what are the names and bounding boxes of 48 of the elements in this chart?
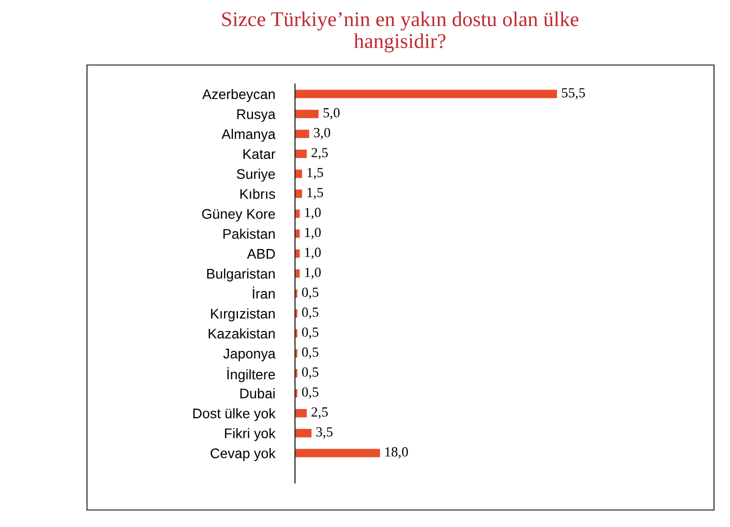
- y-tick-label: Dubai: [240, 388, 275, 398]
- data-label: 0,5: [302, 288, 318, 299]
- bar: [295, 428, 312, 438]
- bar: [295, 190, 302, 198]
- data-label: 1,0: [305, 228, 321, 240]
- y-tick-label: Dost ülke yok: [193, 408, 276, 422]
- chart-title: Sizce Türkiye’nin en yakın dostu olan ülke hangisidir?: [222, 12, 578, 52]
- data-label: 2,5: [312, 148, 328, 160]
- data-label: 18,0: [385, 447, 408, 459]
- data-label: 3,0: [314, 128, 330, 140]
- y-tick-label: Fikri yok: [225, 428, 276, 442]
- data-label: 5,0: [324, 108, 340, 120]
- bar: [295, 408, 307, 418]
- data-label: 1,0: [305, 248, 321, 260]
- bar: [295, 130, 310, 138]
- bar: [295, 110, 319, 118]
- data-label: 1,0: [305, 268, 321, 279]
- data-label: 2,5: [312, 407, 328, 419]
- data-label: 0,5: [302, 347, 318, 359]
- y-tick-label: Cevap yok: [210, 448, 276, 461]
- y-tick-label: İran: [252, 286, 275, 299]
- y-tick-label: Rusya: [237, 109, 276, 122]
- y-tick-label: ABD: [247, 249, 275, 259]
- bar: [295, 448, 380, 458]
- y-tick-label: İngiltere: [227, 367, 275, 382]
- bar: [295, 150, 307, 158]
- y-tick-label: Kıbrıs: [240, 188, 276, 199]
- y-tick-label: Almanya: [222, 128, 276, 142]
- data-label: 0,5: [302, 387, 318, 399]
- data-label: 0,5: [302, 327, 318, 339]
- y-tick-label: Kazakistan: [208, 328, 275, 339]
- y-tick-label: Suriye: [236, 168, 275, 182]
- y-tick-label: Japonya: [223, 348, 276, 362]
- y-tick-label: Bulgaristan: [207, 268, 275, 282]
- data-label: 55,5: [562, 88, 585, 100]
- data-label: 1,5: [307, 168, 324, 180]
- data-label: 1,0: [305, 208, 321, 220]
- data-label: 0,5: [302, 308, 318, 319]
- y-tick-label: Azerbeycan: [202, 88, 275, 102]
- data-label: 3,5: [316, 427, 333, 439]
- y-tick-label: Pakistan: [223, 228, 275, 239]
- y-tick-label: Güney Kore: [202, 209, 275, 222]
- data-label: 0,5: [302, 367, 318, 379]
- bar: [295, 90, 557, 98]
- data-label: 1,5: [307, 188, 324, 200]
- bar: [295, 170, 302, 178]
- y-tick-label: Katar: [244, 149, 276, 159]
- y-tick-label: Kırgızistan: [211, 308, 275, 322]
